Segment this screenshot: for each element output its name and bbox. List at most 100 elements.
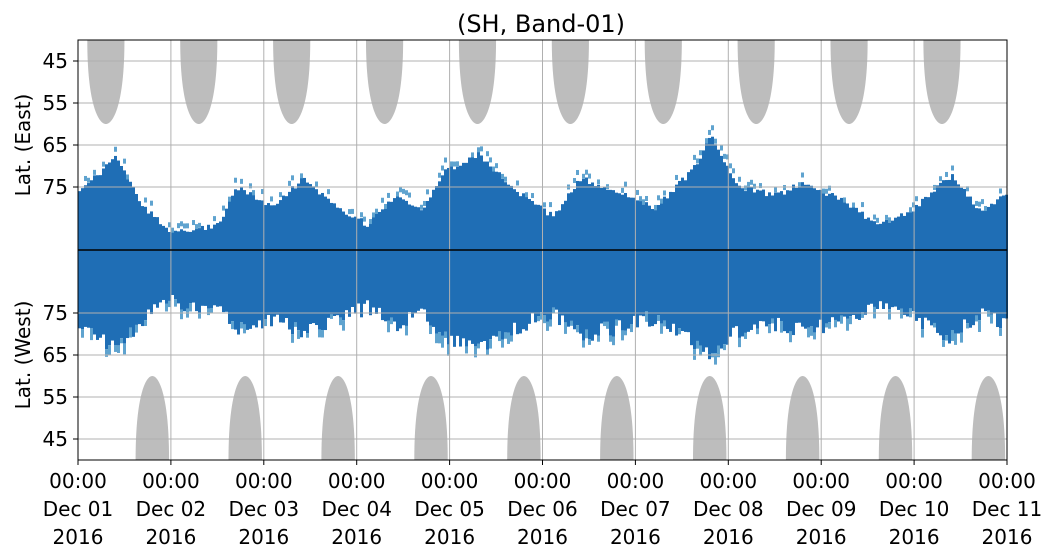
activity-cell-light [597, 179, 600, 185]
activity-cell [912, 211, 915, 312]
activity-cell [426, 200, 429, 322]
activity-cell [831, 193, 834, 318]
activity-cell-light [186, 223, 189, 229]
activity-cell [921, 198, 924, 330]
activity-cell-light [966, 186, 969, 192]
x-tick-label-year: 2016 [53, 525, 104, 549]
activity-cell [144, 206, 147, 321]
activity-cell [282, 195, 285, 323]
activity-cell-light [747, 181, 750, 187]
activity-cell [213, 224, 216, 306]
activity-cell-light [126, 174, 129, 180]
activity-cell-light [975, 315, 978, 322]
activity-cell [354, 216, 357, 314]
x-tick-label-date: Dec 10 [879, 497, 950, 521]
activity-cell-light [192, 220, 195, 226]
activity-cell-light [516, 180, 519, 186]
activity-cell [645, 202, 648, 312]
activity-cell [966, 196, 969, 324]
activity-cell-light [945, 335, 948, 341]
activity-cell [465, 162, 468, 347]
activity-cell-light [453, 161, 456, 167]
activity-cell-light [387, 192, 390, 198]
activity-cell [867, 217, 870, 305]
activity-cell [801, 182, 804, 327]
activity-cell [216, 223, 219, 307]
activity-cell-light [291, 334, 294, 343]
activity-cell-light [300, 173, 303, 179]
activity-cell-light [501, 339, 504, 348]
activity-cell [747, 186, 750, 332]
activity-cell-light [486, 349, 489, 355]
x-tick-label-time: 00:00 [699, 469, 757, 493]
activity-cell-light [723, 344, 726, 351]
activity-cell [270, 205, 273, 327]
activity-cell [309, 184, 312, 324]
x-tick-label-year: 2016 [982, 525, 1033, 549]
activity-cell [699, 158, 702, 346]
activity-cell [549, 211, 552, 320]
activity-cell [336, 207, 339, 316]
activity-cell [291, 186, 294, 335]
activity-cell-light [693, 154, 696, 160]
activity-cell [840, 197, 843, 316]
y-tick-label-east: 65 [43, 133, 68, 157]
activity-cell [141, 206, 144, 327]
activity-cell [753, 192, 756, 325]
activity-cell-light [501, 173, 504, 179]
activity-cell [768, 192, 771, 325]
activity-cell [984, 210, 987, 312]
activity-cell-light [585, 329, 588, 339]
activity-cell-light [408, 192, 411, 198]
activity-cell [399, 197, 402, 329]
x-tick-label-year: 2016 [703, 525, 754, 549]
activity-cell [981, 210, 984, 309]
activity-cell [603, 186, 606, 322]
activity-cell [138, 201, 141, 325]
activity-cell-light [381, 197, 384, 203]
activity-cell [417, 207, 420, 311]
activity-cell [186, 231, 189, 309]
activity-cell-light [774, 187, 777, 193]
activity-cell [894, 217, 897, 307]
activity-cell [489, 166, 492, 340]
activity-cell [999, 196, 1002, 329]
activity-cell-light [114, 345, 117, 352]
activity-cell-light [327, 189, 330, 195]
activity-cell [123, 170, 126, 344]
activity-cell-light [621, 330, 624, 341]
activity-cell-light [750, 179, 753, 185]
activity-cell [819, 189, 822, 320]
x-tick-label-time: 00:00 [514, 469, 572, 493]
activity-cell [231, 195, 234, 322]
activity-cell-light [861, 202, 864, 208]
activity-cell-light [564, 322, 567, 334]
activity-cell-light [729, 163, 732, 169]
activity-cell-light [621, 187, 624, 193]
activity-cell-light [495, 163, 498, 169]
activity-cell [648, 205, 651, 327]
y-ticks: 45 55 65 75 75 65 55 45 [43, 49, 78, 451]
activity-cell [846, 203, 849, 319]
activity-cell [210, 228, 213, 308]
activity-cell-light [705, 138, 708, 144]
activity-cell [696, 164, 699, 341]
activity-cell-light [144, 320, 147, 326]
activity-cell-light [726, 154, 729, 160]
activity-cell [99, 175, 102, 338]
activity-cell-light [480, 146, 483, 152]
x-tick-label-date: Dec 02 [136, 497, 207, 521]
activity-cell [972, 204, 975, 326]
activity-cell-light [990, 314, 993, 324]
activity-cell-light [603, 321, 606, 327]
activity-cell [960, 187, 963, 333]
activity-cell-light [87, 177, 90, 183]
activity-cell-light [294, 322, 297, 327]
activity-cell [312, 186, 315, 324]
ylabel-west: Lat. (West) [11, 301, 35, 410]
activity-cell [750, 187, 753, 330]
activity-cell-light [90, 328, 93, 341]
activity-cell-light [654, 204, 657, 210]
activity-cell-light [873, 214, 876, 220]
activity-cell [918, 206, 921, 318]
